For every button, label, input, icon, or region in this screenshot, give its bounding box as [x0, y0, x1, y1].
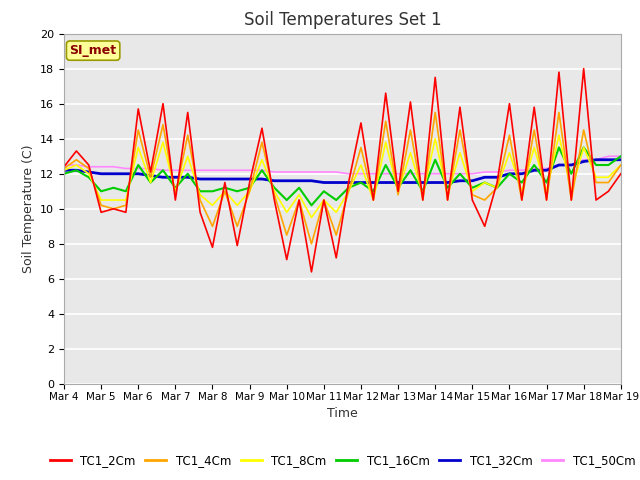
X-axis label: Time: Time — [327, 407, 358, 420]
Title: Soil Temperatures Set 1: Soil Temperatures Set 1 — [244, 11, 441, 29]
Text: SI_met: SI_met — [70, 44, 116, 57]
Legend: TC1_2Cm, TC1_4Cm, TC1_8Cm, TC1_16Cm, TC1_32Cm, TC1_50Cm: TC1_2Cm, TC1_4Cm, TC1_8Cm, TC1_16Cm, TC1… — [45, 449, 640, 472]
Y-axis label: Soil Temperature (C): Soil Temperature (C) — [22, 144, 35, 273]
